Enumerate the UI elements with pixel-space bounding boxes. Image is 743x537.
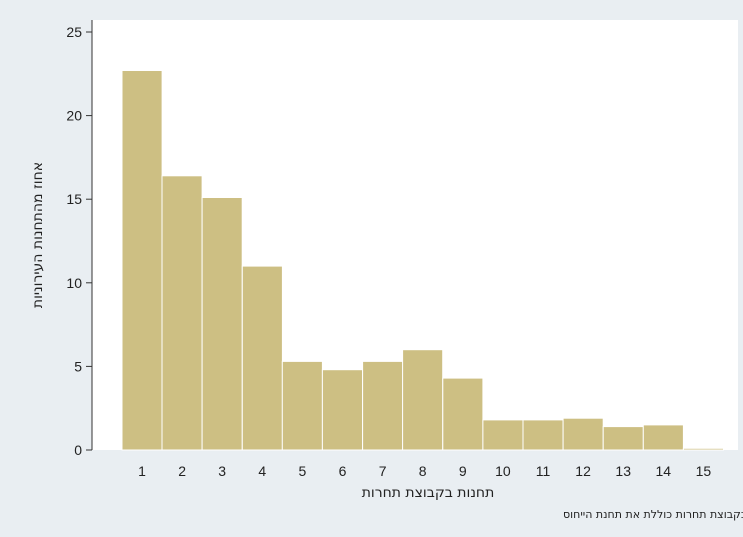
y-ticks-group: 0 5 10 15 20 25 [66, 24, 92, 458]
bar-13 [602, 426, 644, 451]
bar-4 [241, 265, 283, 451]
chart-note: הערה: 712 תחנות ייחוס עירוניות. ספירת הת… [563, 508, 743, 521]
y-tick-label-20: 20 [66, 108, 82, 124]
x-tick-label-3: 3 [218, 463, 226, 479]
x-tick-label-9: 9 [459, 463, 467, 479]
y-tick-label-0: 0 [74, 442, 82, 458]
bars-group [121, 70, 725, 451]
bar-10 [482, 419, 524, 451]
bar-15 [682, 447, 725, 451]
bar-11 [522, 419, 564, 451]
bar-12 [562, 417, 604, 451]
bar-3 [201, 197, 243, 451]
x-tick-label-6: 6 [339, 463, 347, 479]
x-tick-label-12: 12 [575, 463, 591, 479]
bar-7 [362, 360, 404, 451]
y-tick-label-25: 25 [66, 24, 82, 40]
x-tick-label-5: 5 [299, 463, 307, 479]
y-tick-label-10: 10 [66, 275, 82, 291]
x-tick-label-1: 1 [138, 463, 146, 479]
x-tick-label-11: 11 [536, 463, 551, 479]
x-tick-label-14: 14 [656, 463, 672, 479]
x-tick-label-4: 4 [258, 463, 266, 479]
x-tick-label-10: 10 [495, 463, 511, 479]
bar-14 [642, 424, 684, 451]
y-tick-label-5: 5 [74, 358, 82, 374]
x-ticks-group: 1 2 3 4 5 6 7 8 9 10 11 12 13 14 15 [138, 463, 711, 479]
x-tick-label-8: 8 [419, 463, 427, 479]
y-axis-title: אחוז מהתחנות העירוניות [30, 162, 46, 308]
x-tick-label-7: 7 [379, 463, 387, 479]
x-tick-label-15: 15 [696, 463, 712, 479]
bar-8 [402, 349, 444, 451]
y-tick-label-15: 15 [66, 191, 82, 207]
x-tick-label-2: 2 [178, 463, 186, 479]
x-axis-title: תחנות בקבוצת תחרות [362, 485, 495, 501]
bar-9 [442, 377, 484, 451]
bar-6 [321, 369, 363, 451]
bar-1 [121, 70, 163, 451]
x-tick-label-13: 13 [615, 463, 631, 479]
bar-2 [161, 175, 203, 451]
bar-5 [281, 360, 323, 451]
